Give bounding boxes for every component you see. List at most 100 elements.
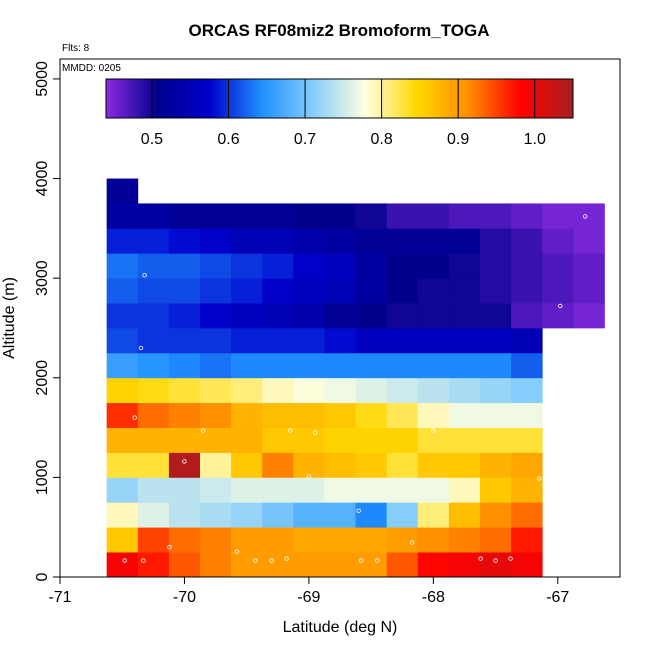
heatmap-cell (417, 303, 450, 329)
y-tick-label: 1000 (34, 459, 51, 495)
heatmap-cell (417, 502, 450, 528)
heatmap-cell (293, 203, 325, 229)
heatmap-cell (200, 303, 232, 329)
heatmap-cell (417, 278, 450, 304)
heatmap-cell (448, 452, 481, 478)
colorbar-tick-label: 0.7 (294, 131, 316, 148)
heatmap-cell (480, 203, 512, 229)
heatmap-cell (168, 452, 201, 478)
heatmap-cell (137, 427, 170, 453)
heatmap-cell (106, 327, 139, 354)
heatmap-cell (542, 228, 574, 254)
heatmap-cell (262, 278, 294, 304)
heatmap-cell (293, 377, 325, 404)
heatmap-cell (511, 278, 543, 304)
heatmap-cell (448, 502, 481, 528)
heatmap-cell (168, 527, 201, 553)
heatmap-cell (324, 377, 356, 404)
heatmap-cell (200, 477, 232, 503)
heatmap-cell (262, 377, 294, 404)
heatmap-cell (293, 352, 325, 379)
heatmap-cell (137, 452, 170, 478)
sample-point (182, 459, 187, 464)
heatmap-cell (386, 228, 419, 254)
heatmap-cell (168, 327, 201, 354)
heatmap-cell (511, 352, 543, 379)
sample-point (284, 556, 289, 561)
heatmap-cell (448, 203, 481, 229)
colorbar-tick-label: 0.6 (217, 131, 239, 148)
heatmap-cell (511, 327, 543, 354)
colorbar-tick-label: 1.0 (524, 131, 546, 148)
heatmap-cell (293, 278, 325, 304)
heatmap-cell (386, 427, 419, 453)
heatmap-cell (542, 303, 574, 329)
heatmap-cell (448, 552, 481, 578)
y-tick-label: 2000 (34, 360, 51, 396)
heatmap-cell (448, 377, 481, 404)
heatmap-cell (386, 527, 419, 553)
heatmap-cell (262, 327, 294, 354)
heatmap-cell (137, 327, 170, 354)
heatmap-cell (386, 203, 419, 229)
heatmap-cell (200, 352, 232, 379)
heatmap-cell (106, 377, 139, 404)
heatmap-cell (262, 402, 294, 428)
heatmap-cell (480, 278, 512, 304)
sample-point (269, 558, 274, 563)
x-axis-label: Latitude (deg N) (283, 619, 398, 636)
heatmap-cell (106, 352, 139, 379)
heatmap-cell (168, 253, 201, 279)
sample-point (122, 558, 127, 563)
heatmap-cell (386, 377, 419, 404)
heatmap-cell (417, 203, 450, 229)
heatmap-cell (262, 552, 294, 578)
x-tick-label: -68 (422, 589, 445, 606)
y-axis: 0 1000 2000 3000 4000 5000 (34, 61, 60, 581)
heatmap-cell (168, 278, 201, 304)
heatmap-cell (324, 502, 356, 528)
sample-point (167, 544, 172, 550)
heatmap-cell (293, 402, 325, 428)
heatmap-cell (293, 477, 325, 503)
heatmap-cell (417, 527, 450, 553)
flights-annotation: Flts: 8 (62, 43, 90, 54)
heatmap-cell (262, 203, 294, 229)
sample-point (359, 558, 364, 563)
heatmap-cell (106, 253, 139, 279)
date-annotation: MMDD: 0205 (62, 63, 121, 74)
y-tick-label: 4000 (34, 161, 51, 197)
heatmap-cell (200, 402, 232, 428)
heatmap-cell (355, 452, 388, 478)
heatmap-cell (137, 377, 170, 404)
heatmap-cell (573, 253, 605, 279)
heatmap-cell (417, 452, 450, 478)
heatmap-cell (480, 452, 512, 478)
heatmap-cell (168, 303, 201, 329)
colorbar-tick-label: 0.9 (447, 131, 469, 148)
heatmap-cell (262, 527, 294, 553)
y-axis-label: Altitude (m) (1, 277, 18, 359)
heatmap-cell (324, 352, 356, 379)
sample-point (306, 474, 312, 479)
heatmap-cell (200, 502, 232, 528)
heatmap-cell (106, 452, 139, 478)
heatmap-cell (417, 427, 450, 453)
heatmap-cell (573, 203, 605, 229)
heatmap-cell (448, 402, 481, 428)
heatmap-cell (542, 278, 574, 304)
heatmap-cell (480, 502, 512, 528)
heatmap-cell (262, 502, 294, 528)
heatmap-cell (417, 228, 450, 254)
heatmap-cell (106, 427, 139, 453)
heatmap-cell (200, 253, 232, 279)
sample-point (375, 558, 380, 563)
heatmap-cell (386, 303, 419, 329)
heatmap-cell (231, 527, 263, 553)
heatmap-cell (417, 477, 450, 503)
x-tick-label: -70 (173, 589, 196, 606)
heatmap-cell (417, 327, 450, 354)
heatmap-cell (324, 527, 356, 553)
x-tick-label: -71 (48, 589, 71, 606)
heatmap-cell (293, 502, 325, 528)
